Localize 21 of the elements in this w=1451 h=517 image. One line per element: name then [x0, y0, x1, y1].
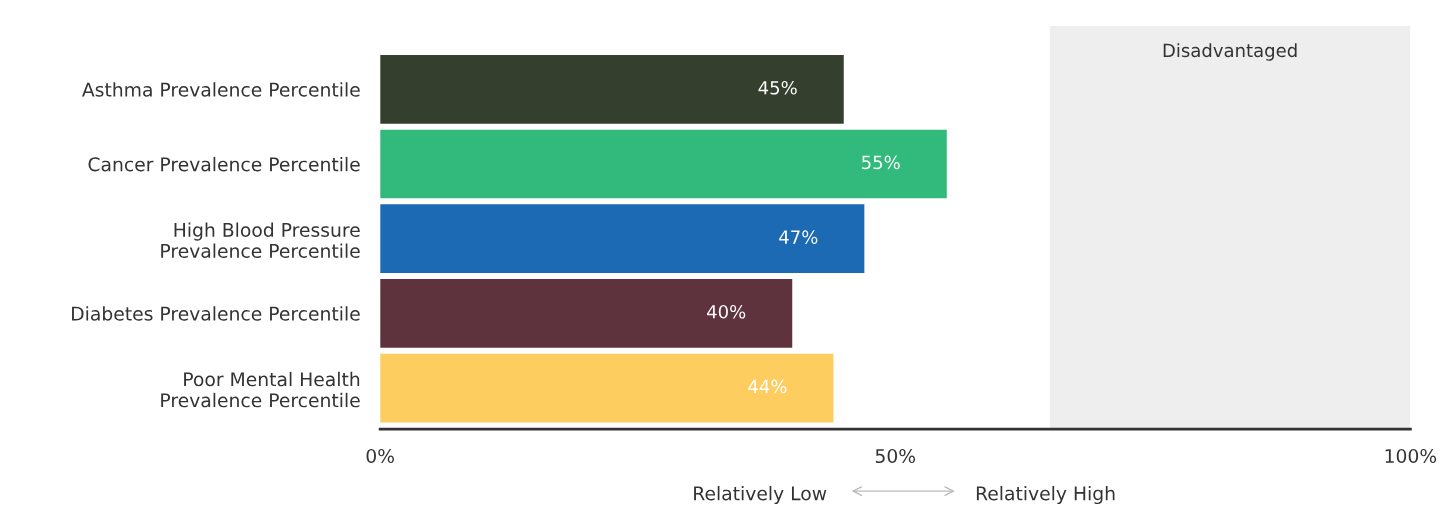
y-tick-label: High Blood Pressure Prevalence Percentile: [161, 222, 360, 258]
text: Relatively High: [976, 485, 1115, 505]
data-label: 45%: [758, 80, 797, 95]
band-label: Disadvantaged: [1163, 43, 1297, 61]
data-label: 47%: [779, 230, 818, 244]
y-tick-label: Asthma Prevalence Percentile: [82, 82, 360, 97]
y-tick-label: Diabetes Prevalence Percentile: [72, 306, 360, 321]
data-label: 44%: [748, 379, 787, 394]
bar: [380, 204, 865, 274]
x-tick-label: 50%: [875, 448, 916, 464]
y-tick-label: Poor Mental Health Prevalence Percentile: [161, 371, 360, 408]
x-tick-label: 100%: [1385, 448, 1437, 464]
text: Relatively Low: [694, 485, 827, 505]
x-tick-label: 0%: [366, 448, 394, 464]
data-label: 40%: [707, 304, 746, 319]
data-label: 55%: [862, 155, 900, 170]
bar: [380, 54, 844, 124]
bar: [380, 129, 947, 199]
bar: [380, 353, 834, 423]
y-tick-label: Cancer Prevalence Percentile: [88, 156, 360, 172]
bar: [380, 279, 793, 348]
